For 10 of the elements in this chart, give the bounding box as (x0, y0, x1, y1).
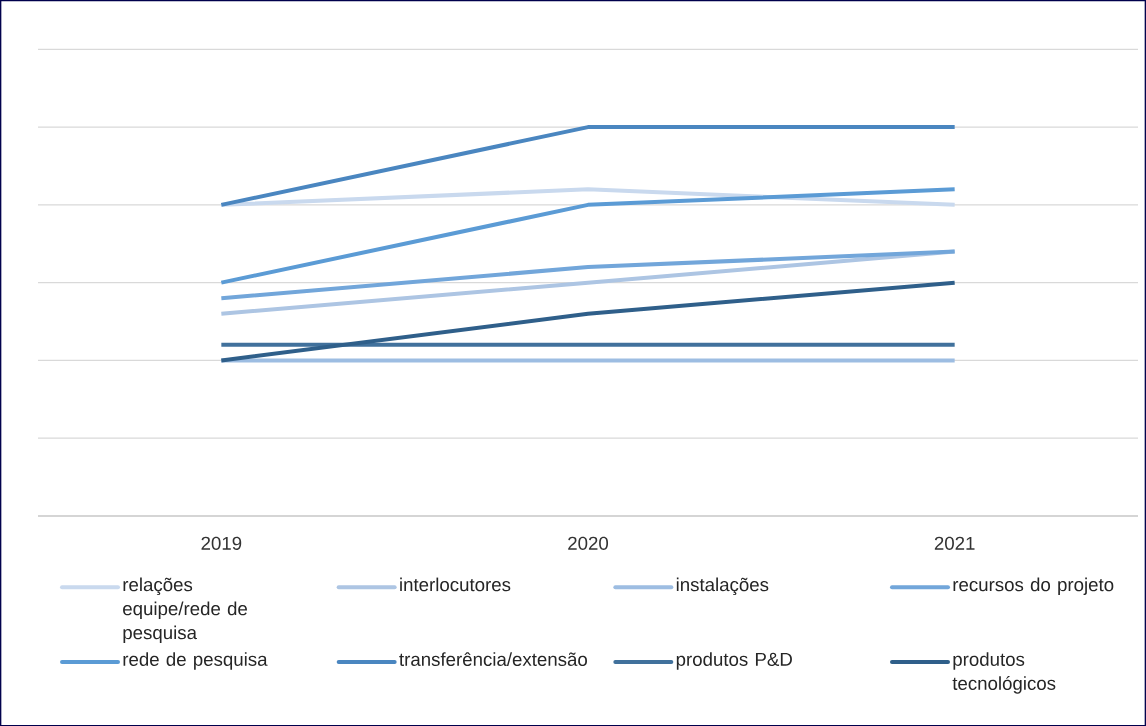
legend-label: produtos tecnológicos (952, 652, 1056, 694)
legend-label: rede de pesquisa (123, 652, 268, 670)
x-tick-label: 2019 (201, 536, 242, 550)
legend-label: instalações (676, 577, 769, 595)
legend-label: interlocutores (400, 577, 511, 592)
x-tick-label: 2021 (934, 536, 975, 550)
legend-label: produtos P&D (676, 652, 792, 670)
legend-label: transferência/extensão (399, 652, 587, 666)
legend-label: recursos do projeto (953, 577, 1114, 595)
x-tick-label: 2020 (568, 536, 609, 550)
